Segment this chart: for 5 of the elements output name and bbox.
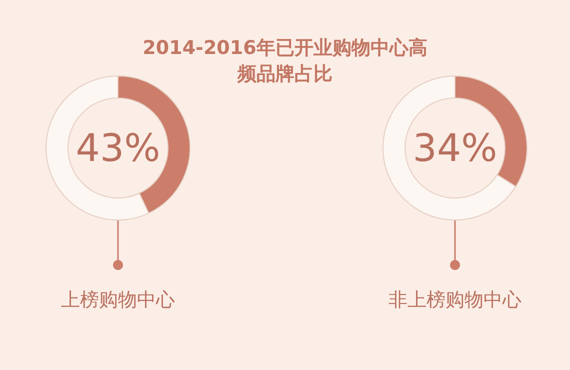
data-label: 43% bbox=[76, 126, 160, 170]
legend-label: 上榜购物中心 bbox=[61, 289, 175, 311]
text: 2014-2016年已开业购物中心高频品牌占比 bbox=[142, 37, 428, 85]
legend-label: 非上榜购物中心 bbox=[388, 289, 522, 311]
data-label: 34% bbox=[412, 126, 498, 170]
